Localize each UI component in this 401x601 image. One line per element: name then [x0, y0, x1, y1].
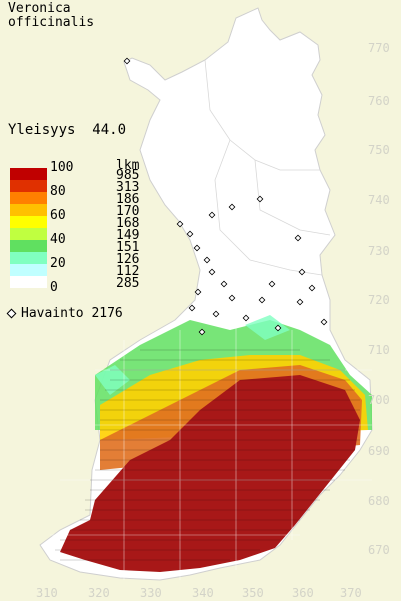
observation-markers-dense	[55, 349, 360, 561]
legend-pct-100: 100	[50, 160, 74, 175]
lkm-count: 126	[116, 252, 140, 267]
x-tick-330: 330	[140, 586, 162, 600]
x-tick-350: 350	[242, 586, 264, 600]
frequency-shading	[60, 315, 372, 572]
y-tick-740: 740	[368, 193, 390, 207]
y-tick-750: 750	[368, 143, 390, 157]
legend-pct-0: 0	[50, 280, 58, 295]
y-tick-730: 730	[368, 244, 390, 258]
legend-swatch-6	[10, 228, 47, 240]
y-tick-720: 720	[368, 293, 390, 307]
legend-pct-40: 40	[50, 232, 66, 247]
lkm-count: 285	[116, 276, 140, 291]
y-tick-700: 700	[368, 393, 390, 407]
y-tick-690: 690	[368, 444, 390, 458]
lkm-count: 168	[116, 216, 140, 231]
frequency-summary: Yleisyys 44.0	[8, 122, 126, 138]
lkm-count: 151	[116, 240, 140, 255]
legend-swatch-3	[10, 192, 47, 204]
legend-swatch-7	[10, 240, 47, 252]
y-tick-770: 770	[368, 41, 390, 55]
lkm-count: 313	[116, 180, 140, 195]
y-tick-760: 760	[368, 94, 390, 108]
legend-pct-80: 80	[50, 184, 66, 199]
x-tick-360: 360	[292, 586, 314, 600]
lkm-count: 170	[116, 204, 140, 219]
lkm-counts: 985 313 186 170 168 149 151 126 112 285	[116, 168, 140, 291]
species-genus: Veronica	[8, 1, 71, 16]
legend-pct-20: 20	[50, 256, 66, 271]
legend-swatch-5	[10, 216, 47, 228]
legend-swatch-10	[10, 276, 47, 288]
lkm-count: 186	[116, 192, 140, 207]
legend-swatch-1	[10, 168, 47, 180]
y-axis-ticks: 770 760 750 740 730 720 710 700 690 680 …	[368, 41, 390, 557]
diamond-marker-icon	[6, 308, 17, 319]
x-tick-370: 370	[340, 586, 362, 600]
observation-count: Havainto 2176	[6, 306, 123, 321]
x-tick-320: 320	[88, 586, 110, 600]
havainto-label: Havainto	[21, 306, 84, 321]
lkm-header: lkm	[116, 158, 140, 173]
lkm-count: 985	[116, 168, 140, 183]
y-tick-710: 710	[368, 343, 390, 357]
observation-markers	[123, 57, 328, 336]
y-tick-670: 670	[368, 543, 390, 557]
region-boundaries	[204, 59, 331, 276]
yleisyys-label: Yleisyys	[8, 122, 76, 138]
x-axis-ticks: 310 320 330 340 350 360 370	[36, 586, 362, 600]
legend-swatch-2	[10, 180, 47, 192]
species-epithet: officinalis	[8, 15, 95, 30]
legend-swatch-9	[10, 264, 47, 276]
species-title: Veronica officinalis	[8, 2, 94, 30]
legend-swatch-8	[10, 252, 47, 264]
lkm-count: 149	[116, 228, 140, 243]
y-tick-680: 680	[368, 494, 390, 508]
havainto-value: 2176	[91, 306, 123, 321]
legend-swatch-4	[10, 204, 47, 216]
legend-pct-60: 60	[50, 208, 66, 223]
x-tick-340: 340	[192, 586, 214, 600]
coordinate-grid	[50, 320, 372, 580]
x-tick-310: 310	[36, 586, 58, 600]
lkm-count: 112	[116, 264, 140, 279]
yleisyys-value: 44.0	[92, 122, 127, 138]
